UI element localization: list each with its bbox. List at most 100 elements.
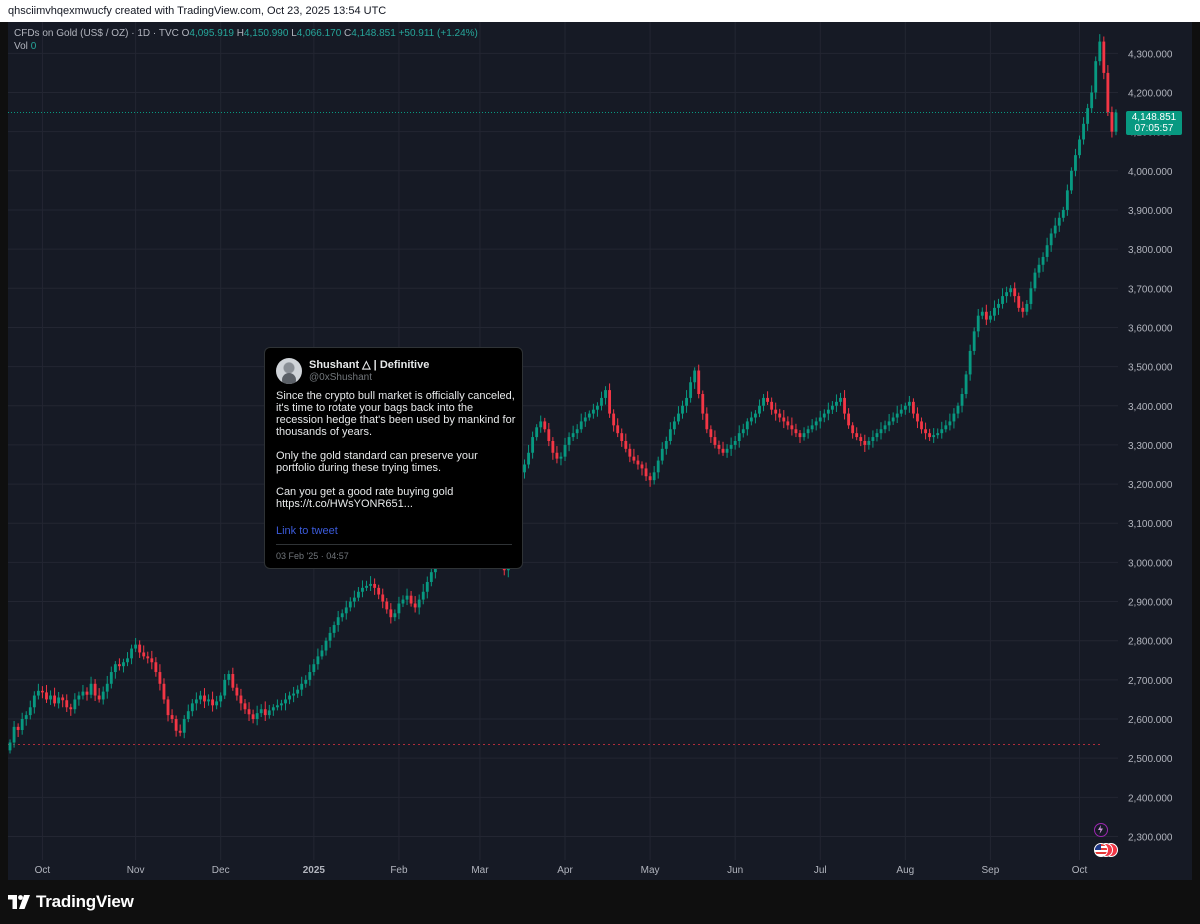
candle-body xyxy=(758,405,761,414)
candle-body xyxy=(1037,264,1041,273)
candle-body xyxy=(948,421,952,426)
candle-body xyxy=(28,707,32,716)
x-tick-label: Sep xyxy=(981,865,999,876)
candle-body xyxy=(397,603,401,614)
candle-body xyxy=(924,429,927,434)
candle-body xyxy=(134,644,138,649)
candle-body xyxy=(405,595,409,600)
tweet-text: Since the crypto bull market is official… xyxy=(276,390,516,510)
candle-body xyxy=(729,444,733,449)
us-flag-event-icon[interactable] xyxy=(1094,842,1120,858)
low-value: 4,066.170 xyxy=(296,28,342,39)
candle-body xyxy=(612,413,616,426)
x-tick-label: Jun xyxy=(727,865,743,876)
candle-body xyxy=(984,311,988,320)
candle-body xyxy=(77,695,81,700)
candle-body xyxy=(620,433,624,441)
candlestick-chart[interactable]: 2,300.000 2,400.000 2,500.000 2,600.000 2,70… xyxy=(8,22,1192,880)
candle-body xyxy=(782,417,786,422)
candle-body xyxy=(936,433,940,436)
candle-body xyxy=(912,401,915,414)
chart-panel[interactable]: 2,300.000 2,400.000 2,500.000 2,600.000 2,70… xyxy=(8,22,1192,880)
candle-body xyxy=(49,695,52,700)
tradingview-logo[interactable]: TradingView xyxy=(8,892,134,912)
candle-body xyxy=(235,687,239,696)
tweet-card[interactable]: Shushant △ | Definitive @0xShushant Sinc… xyxy=(264,347,523,569)
candle-body xyxy=(61,697,65,701)
candle-body xyxy=(543,421,547,430)
candle-body xyxy=(604,390,607,398)
candle-body xyxy=(891,417,895,422)
tweet-author-name: Shushant △ | Definitive xyxy=(309,359,430,371)
tradingview-logo-icon xyxy=(8,895,30,909)
candle-body xyxy=(697,370,701,395)
candle-body xyxy=(616,425,620,434)
candle-body xyxy=(275,705,279,708)
candle-body xyxy=(1094,61,1098,93)
candle-body xyxy=(199,695,202,700)
candle-body xyxy=(596,405,599,410)
candle-body xyxy=(875,433,879,438)
candle-body xyxy=(835,401,838,406)
candle-body xyxy=(324,640,328,651)
candle-body xyxy=(790,425,794,430)
candle-body xyxy=(1098,41,1102,62)
close-value: 4,148.851 xyxy=(351,28,396,39)
candle-body xyxy=(251,714,255,720)
candle-body xyxy=(818,417,822,422)
y-tick-label: 2,500.000 xyxy=(1128,754,1173,765)
candle-body xyxy=(591,409,595,414)
candle-body xyxy=(847,413,851,426)
candle-body xyxy=(361,587,364,592)
candle-body xyxy=(344,607,348,614)
candle-body xyxy=(263,709,267,716)
candle-body xyxy=(24,715,28,720)
candle-body xyxy=(583,417,587,422)
candle-body xyxy=(689,382,693,398)
candle-body xyxy=(409,595,413,604)
candle-body xyxy=(182,719,186,733)
candle-body xyxy=(754,413,757,418)
candle-body xyxy=(223,679,227,696)
x-tick-label: May xyxy=(641,865,660,876)
candle-body xyxy=(1114,112,1118,132)
candle-body xyxy=(308,672,312,680)
bar-countdown: 07:05:57 xyxy=(1134,123,1174,134)
tweet-link[interactable]: Link to tweet xyxy=(276,525,338,537)
last-price-value: 4,148.851 xyxy=(1131,112,1177,123)
candle-body xyxy=(389,609,393,618)
candle-body xyxy=(810,425,814,430)
candle-body xyxy=(126,658,129,663)
candle-body xyxy=(247,709,251,715)
candle-body xyxy=(932,435,936,438)
candle-body xyxy=(1049,233,1053,246)
candle-body xyxy=(69,707,73,710)
candle-body xyxy=(211,699,214,706)
candle-body xyxy=(328,632,332,641)
candle-body xyxy=(227,673,231,680)
candle-body xyxy=(357,591,360,598)
candle-body xyxy=(997,303,1000,308)
close-label: C xyxy=(344,28,352,39)
candle-body xyxy=(316,656,320,665)
candle-body xyxy=(312,664,316,673)
candle-body xyxy=(369,583,372,586)
candle-body xyxy=(887,421,891,426)
candle-body xyxy=(57,697,61,704)
candle-body xyxy=(648,476,652,481)
candle-body xyxy=(166,699,170,716)
candle-body xyxy=(417,599,421,608)
candle-body xyxy=(1090,92,1094,109)
candle-body xyxy=(705,413,709,430)
candle-body xyxy=(8,742,12,751)
candle-body xyxy=(53,695,57,704)
candle-body xyxy=(259,709,263,714)
candle-body xyxy=(563,444,567,457)
candle-body xyxy=(559,456,563,459)
candle-body xyxy=(142,652,146,657)
candle-body xyxy=(871,437,875,441)
candle-body xyxy=(575,429,579,434)
candle-body xyxy=(600,397,603,406)
x-tick-label: 2025 xyxy=(303,865,326,876)
lightning-icon[interactable] xyxy=(1094,823,1108,837)
